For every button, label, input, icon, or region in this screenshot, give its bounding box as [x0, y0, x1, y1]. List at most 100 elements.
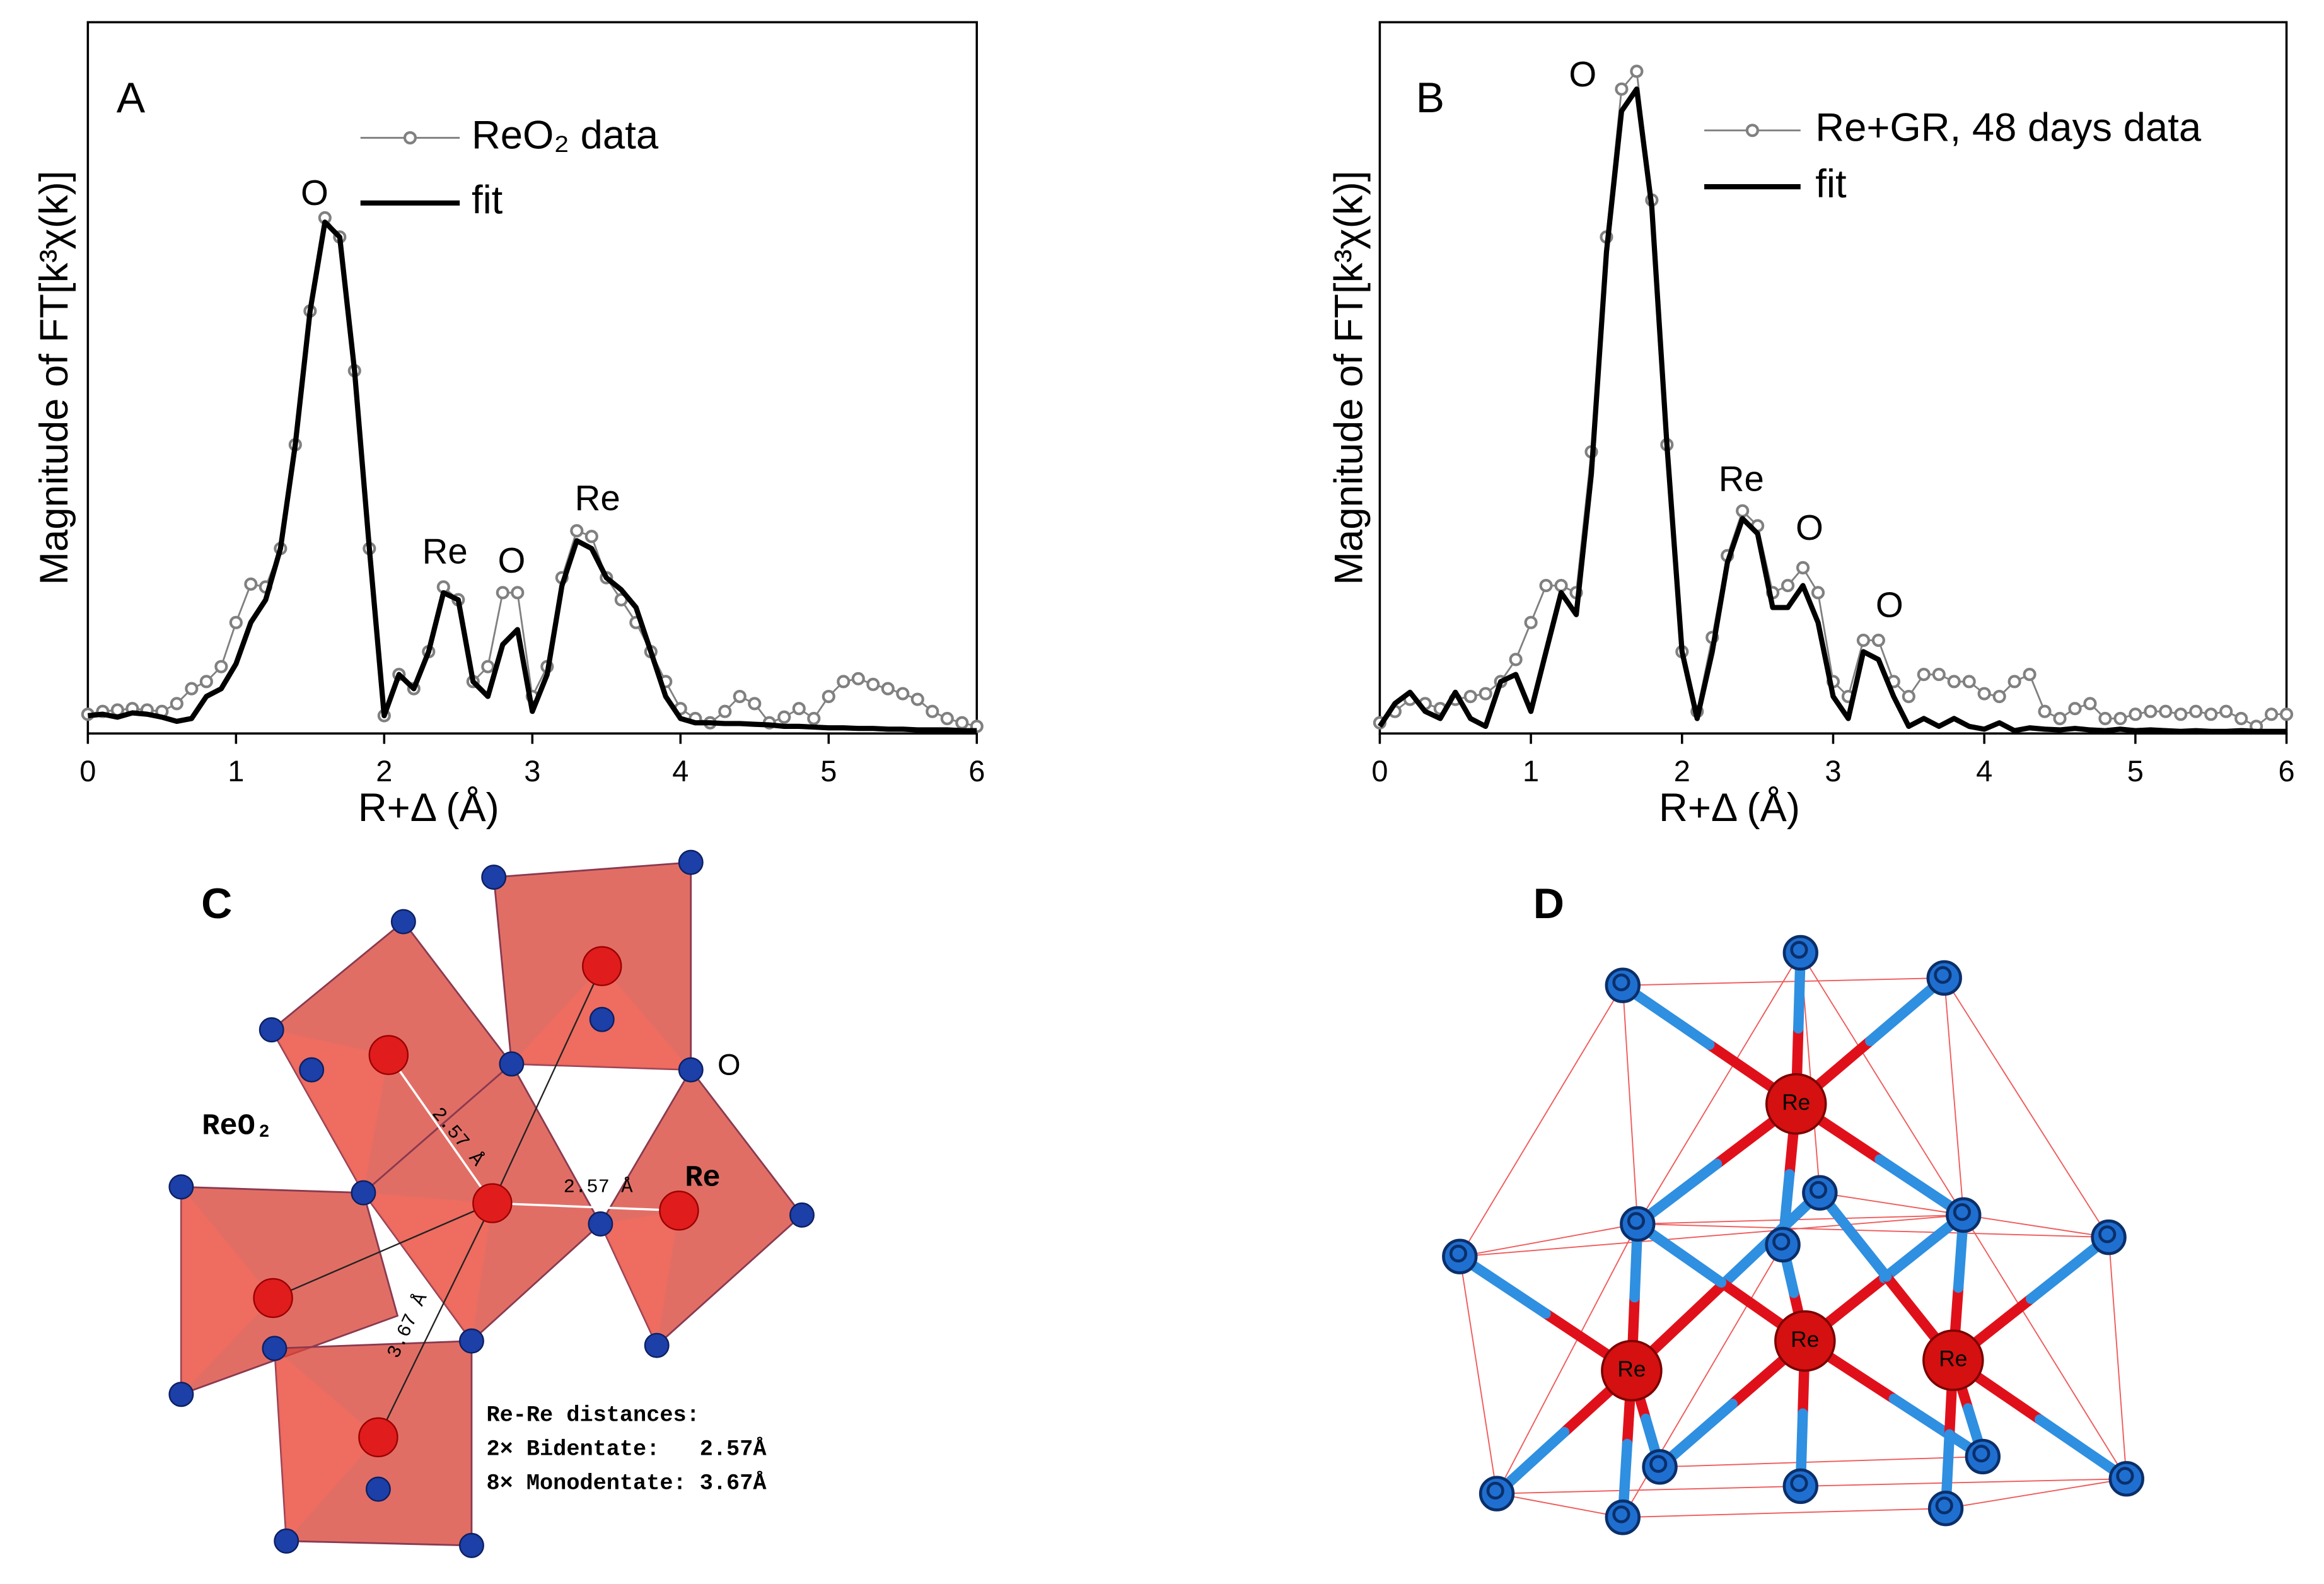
- o-atom: [458, 1328, 484, 1354]
- panel-d: D Re Re Re Re: [1442, 880, 2144, 1535]
- o-atom: [678, 849, 704, 875]
- re-label: Re: [1939, 1346, 1967, 1371]
- o-atom: [259, 1017, 284, 1043]
- cell-line: [1800, 1478, 2127, 1487]
- data-point: [1630, 64, 1644, 78]
- data-point: [2174, 708, 2188, 721]
- re-label: Re: [1782, 1090, 1810, 1115]
- cell-line: [1637, 952, 1801, 1225]
- arrow: [377, 1203, 493, 1438]
- data-point: [2144, 704, 2158, 718]
- re-atom: [368, 1035, 409, 1075]
- peak-label: Re: [422, 532, 468, 571]
- cell-lines: [1459, 952, 2127, 1518]
- cell-line: [1497, 1485, 1801, 1494]
- re-atom: [659, 1191, 699, 1231]
- x-tick-label: 1: [228, 754, 244, 788]
- o-atom-highlight: [1809, 1180, 1828, 1199]
- distance-arrows: [272, 965, 680, 1438]
- arrow: [387, 1054, 494, 1204]
- data-point: [199, 675, 213, 689]
- data-point: [2098, 711, 2112, 726]
- cell-line: [1496, 1493, 1623, 1518]
- bond-o: [1815, 1187, 1892, 1282]
- data-point: [1781, 578, 1795, 593]
- data-point: [896, 687, 910, 701]
- panel-letter: A: [117, 74, 146, 122]
- o-atom: [168, 1174, 194, 1200]
- o-atom-highlight: [1772, 1233, 1791, 1251]
- data-point: [229, 615, 243, 629]
- data-point: [2053, 711, 2067, 726]
- atoms: Re Re Re Re: [1442, 935, 2144, 1535]
- o-atom: [262, 1336, 288, 1361]
- o-atom-highlight: [1953, 1203, 1972, 1221]
- data-line: [88, 217, 977, 728]
- data-point: [511, 586, 525, 600]
- x-tick-label: 2: [376, 754, 392, 788]
- data-point: [1796, 561, 1810, 574]
- re-atom: [582, 946, 622, 986]
- face: [274, 1348, 378, 1541]
- data-point: [2204, 708, 2218, 721]
- data-point: [214, 660, 228, 673]
- atom-label: Re: [685, 1162, 720, 1196]
- charts: 0 1 2 3 4 5 6 R+Δ (Å) Magnitude of FT[k³χ(k)] A Re…: [32, 21, 2295, 830]
- data-point: [1736, 504, 1750, 518]
- re-atom: [1774, 1310, 1836, 1372]
- re-atom: [1922, 1329, 1984, 1391]
- arrow: [491, 965, 603, 1204]
- x-tick-label: 4: [1976, 754, 1992, 788]
- o-atom: [365, 1476, 391, 1502]
- data-point: [1524, 615, 1538, 629]
- data-point: [940, 711, 954, 726]
- data-point: [1992, 689, 2006, 704]
- peak-label: O: [301, 173, 328, 213]
- o-atom-highlight: [1649, 1455, 1668, 1473]
- face: [363, 1192, 492, 1341]
- data-point: [955, 716, 969, 730]
- data-point: [2083, 697, 2097, 711]
- cell-line: [1945, 1478, 2127, 1510]
- data-point: [185, 682, 199, 696]
- data-point: [1479, 687, 1492, 701]
- data-point: [2159, 704, 2173, 718]
- o-atom-highlight: [1627, 1212, 1646, 1230]
- data-point: [718, 704, 732, 718]
- legend-label: fit: [472, 178, 503, 223]
- o-atom-highlight: [1934, 966, 1952, 984]
- legend-label: ReO₂ data: [472, 113, 659, 157]
- cell-line: [1963, 1214, 2127, 1479]
- peak-label: Re: [575, 478, 620, 518]
- peak-label: O: [1876, 585, 1903, 624]
- arrow: [272, 1203, 493, 1299]
- data-point: [570, 524, 584, 538]
- legend-label: Re+GR, 48 days data: [1815, 106, 2202, 150]
- data-point: [2129, 708, 2142, 721]
- data-point: [1871, 633, 1885, 647]
- data-point: [2007, 675, 2021, 689]
- x-tick-label: 0: [79, 754, 96, 788]
- x-tick-label: 3: [1825, 754, 1841, 788]
- o-atom: [390, 909, 416, 935]
- data-point: [1932, 667, 1946, 682]
- legend-text: Re-Re distances:: [486, 1402, 699, 1428]
- cell-line: [1460, 1214, 1964, 1257]
- cell-line: [1622, 985, 1639, 1225]
- data-point: [1509, 653, 1523, 667]
- face: [181, 1187, 274, 1395]
- y-axis-label: Magnitude of FT[k³χ(k)]: [32, 171, 76, 585]
- o-atom-highlight: [1790, 1474, 1808, 1493]
- x-tick-label: 1: [1523, 754, 1539, 788]
- data-point: [1902, 689, 1915, 704]
- data-point: [496, 586, 509, 600]
- data-point: [837, 675, 851, 689]
- cell-line: [1496, 1223, 1639, 1494]
- x-tick-label: 6: [968, 754, 985, 788]
- chart: 0 1 2 3 4 5 6 R+Δ (Å) Magnitude of FT[k³χ(k)] A Re…: [32, 21, 985, 830]
- legend-label: fit: [1815, 162, 1847, 206]
- data-point: [881, 682, 895, 696]
- cell-line: [1943, 977, 1965, 1215]
- legend-text: 8× Monodentate: 3.67Å: [486, 1471, 767, 1496]
- data-point: [910, 692, 924, 706]
